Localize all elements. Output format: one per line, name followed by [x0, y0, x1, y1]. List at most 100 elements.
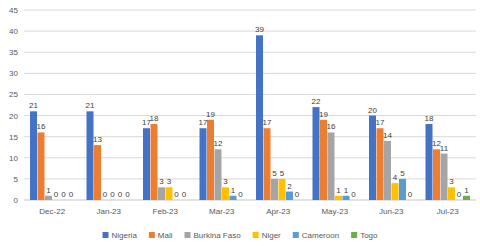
y-tick-label: 30	[9, 69, 18, 78]
grid-line	[24, 10, 476, 11]
y-tick-label: 20	[9, 112, 18, 121]
data-label: 0	[110, 190, 115, 199]
y-tick-label: 45	[9, 6, 18, 15]
data-label: 0	[118, 190, 123, 199]
bar	[158, 187, 165, 200]
data-label: 22	[312, 97, 321, 106]
data-label: 0	[182, 190, 187, 199]
data-label: 19	[206, 110, 215, 119]
y-tick-label: 40	[9, 27, 18, 36]
data-label: 14	[383, 131, 392, 140]
bar	[426, 124, 433, 200]
bar	[384, 141, 391, 200]
bar	[87, 111, 94, 200]
bar	[117, 200, 124, 201]
x-tick-label: May-23	[321, 207, 348, 216]
bar	[463, 196, 470, 200]
data-label: 17	[376, 118, 385, 127]
grid-line	[24, 94, 476, 95]
bar	[45, 196, 52, 200]
data-label: 21	[86, 101, 95, 110]
data-label: 4	[393, 173, 398, 182]
data-label: 1	[464, 186, 469, 195]
x-tick-label: Apr-23	[266, 207, 291, 216]
data-label: 17	[199, 118, 208, 127]
data-label: 11	[440, 144, 449, 153]
bar	[215, 149, 222, 200]
bar	[399, 179, 406, 200]
bar	[448, 187, 455, 200]
y-tick-label: 5	[14, 175, 19, 184]
bar	[343, 196, 350, 200]
grid	[24, 10, 476, 200]
bar	[166, 187, 173, 200]
bar	[53, 200, 60, 201]
legend-swatch	[253, 232, 259, 238]
bar	[230, 196, 237, 200]
bar	[456, 200, 463, 201]
bar	[173, 200, 180, 201]
data-label: 3	[167, 177, 172, 186]
data-label: 0	[69, 190, 74, 199]
data-label: 1	[46, 186, 51, 195]
legend-label: Cameroon	[302, 231, 339, 240]
bar	[109, 200, 116, 201]
data-labels: 2116100021130000171833001719123103917552…	[29, 25, 469, 199]
data-label: 39	[255, 25, 264, 34]
legend-label: Niger	[262, 231, 281, 240]
data-label: 3	[159, 177, 164, 186]
y-tick-label: 25	[9, 90, 18, 99]
bar	[264, 128, 271, 200]
bar	[271, 179, 278, 200]
data-label: 3	[223, 177, 228, 186]
legend: NigeriaMaliBurkina FasoNigerCameroonTogo	[103, 231, 379, 240]
bar	[433, 149, 440, 200]
legend-label: Togo	[360, 231, 378, 240]
data-label: 18	[150, 114, 159, 123]
data-label: 5	[280, 169, 285, 178]
data-label: 12	[214, 139, 223, 148]
bar	[320, 120, 327, 200]
grid-line	[24, 73, 476, 74]
x-tick-label: Mar-23	[209, 207, 235, 216]
bar	[94, 145, 101, 200]
data-label: 3	[449, 177, 454, 186]
bar	[124, 200, 131, 201]
data-label: 16	[37, 122, 46, 131]
grid-line	[24, 52, 476, 53]
x-tick-label: Dec-22	[39, 207, 65, 216]
bar	[222, 187, 229, 200]
bar	[181, 200, 188, 201]
data-label: 21	[29, 101, 38, 110]
y-tick-label: 0	[14, 196, 19, 205]
bar	[237, 200, 244, 201]
legend-swatch	[293, 232, 299, 238]
bar	[207, 120, 214, 200]
data-label: 5	[400, 169, 405, 178]
data-label: 0	[238, 190, 243, 199]
data-label: 0	[61, 190, 66, 199]
bar	[200, 128, 207, 200]
legend-label: Burkina Faso	[194, 231, 242, 240]
bar	[369, 116, 376, 200]
data-label: 0	[351, 190, 356, 199]
data-label: 5	[272, 169, 277, 178]
data-label: 20	[368, 106, 377, 115]
legend-swatch	[149, 232, 155, 238]
y-tick-label: 10	[9, 154, 18, 163]
data-label: 2	[287, 182, 292, 191]
data-label: 0	[103, 190, 108, 199]
chart: 0510152025303540452116100021130000171833…	[0, 0, 480, 249]
data-label: 0	[457, 190, 462, 199]
legend-swatch	[185, 232, 191, 238]
bar	[313, 107, 320, 200]
data-label: 19	[319, 110, 328, 119]
bar	[392, 183, 399, 200]
bar	[286, 192, 293, 200]
data-label: 13	[93, 135, 102, 144]
data-label: 1	[231, 186, 236, 195]
data-label: 0	[125, 190, 130, 199]
data-label: 1	[344, 186, 349, 195]
legend-swatch	[351, 232, 357, 238]
data-label: 18	[425, 114, 434, 123]
